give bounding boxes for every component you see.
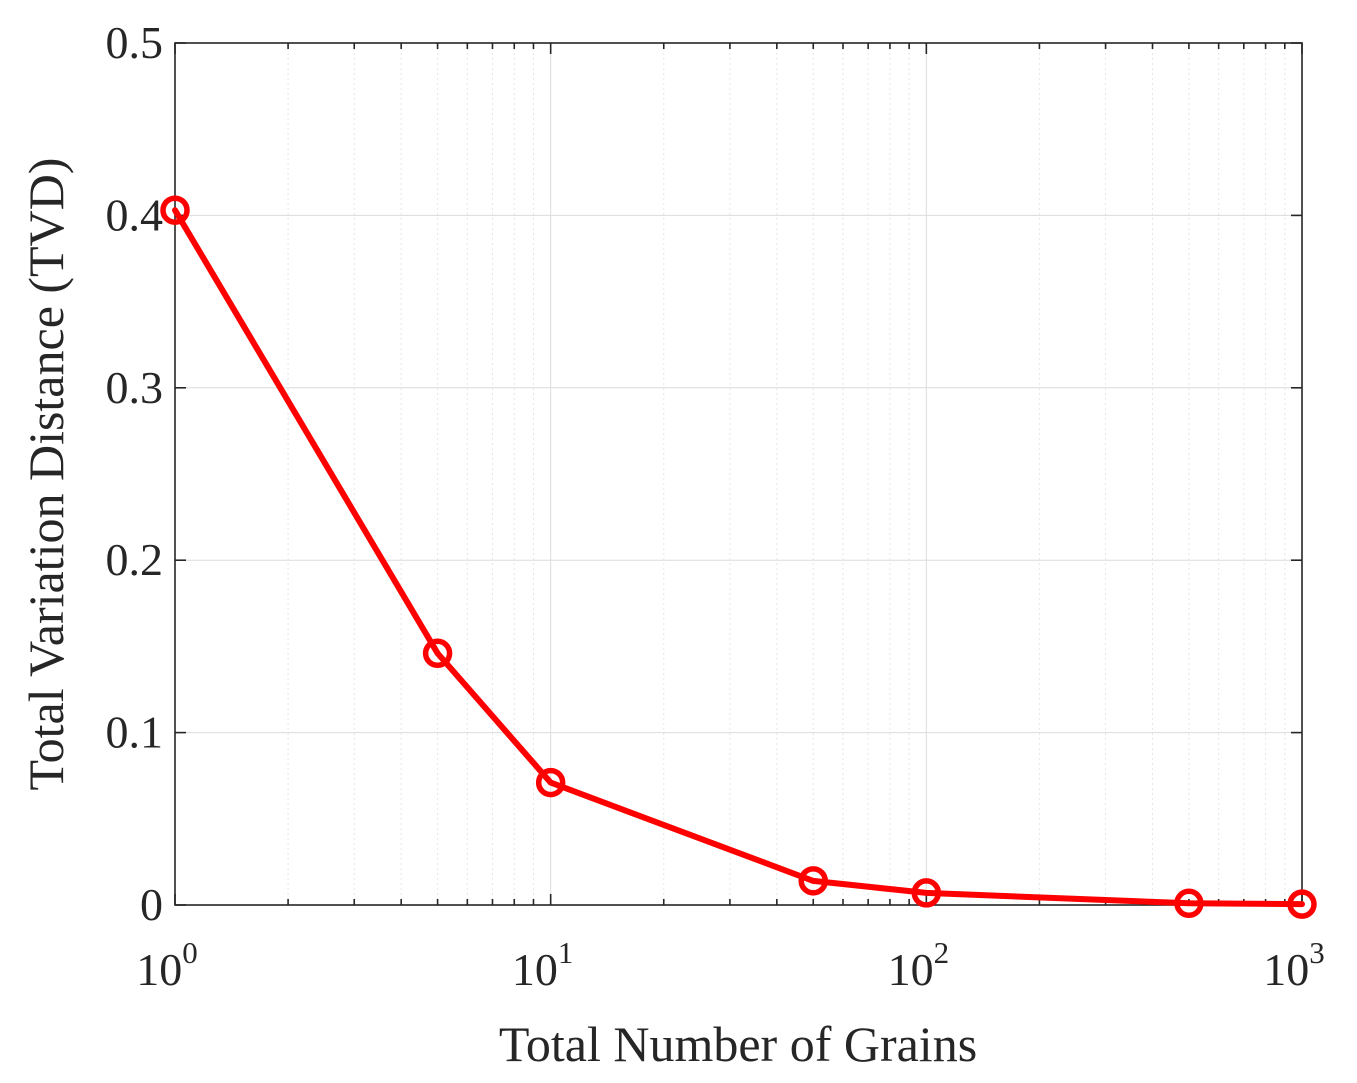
axes-box xyxy=(174,42,1303,906)
x-tick-label: 101 xyxy=(512,935,574,995)
x-tick-base: 10 xyxy=(512,944,558,995)
x-tick-label: 103 xyxy=(1263,935,1325,995)
y-axis-label: Total Variation Distance (TVD) xyxy=(18,158,74,791)
x-tick-exponent: 2 xyxy=(934,935,950,970)
x-tick-exponent: 3 xyxy=(1309,935,1325,970)
plot-background xyxy=(175,43,1302,905)
x-tick-base: 10 xyxy=(1263,944,1309,995)
y-tick-label: 0.5 xyxy=(106,17,164,68)
y-tick-label: 0.2 xyxy=(106,534,164,585)
data-series xyxy=(160,195,1317,919)
x-tick-exponent: 1 xyxy=(558,935,574,970)
x-tick-label: 100 xyxy=(136,935,198,995)
y-tick-label: 0.3 xyxy=(106,362,164,413)
series-line xyxy=(172,207,1305,908)
data-point-marker xyxy=(1287,889,1317,919)
data-point-marker xyxy=(422,638,453,669)
data-point-marker xyxy=(798,866,828,896)
y-tick-label: 0.1 xyxy=(106,707,164,758)
x-tick-base: 10 xyxy=(888,944,934,995)
x-axis-label: Total Number of Grains xyxy=(499,1016,977,1072)
x-tick-label: 102 xyxy=(888,935,950,995)
x-tick-exponent: 0 xyxy=(182,935,198,970)
y-tick-label: 0.4 xyxy=(106,189,164,240)
data-point-marker xyxy=(1174,888,1204,919)
y-tick-label: 0 xyxy=(140,879,163,930)
data-point-marker xyxy=(911,878,942,908)
x-tick-base: 10 xyxy=(136,944,182,995)
data-point-marker xyxy=(160,195,190,225)
data-point-marker xyxy=(535,767,566,798)
